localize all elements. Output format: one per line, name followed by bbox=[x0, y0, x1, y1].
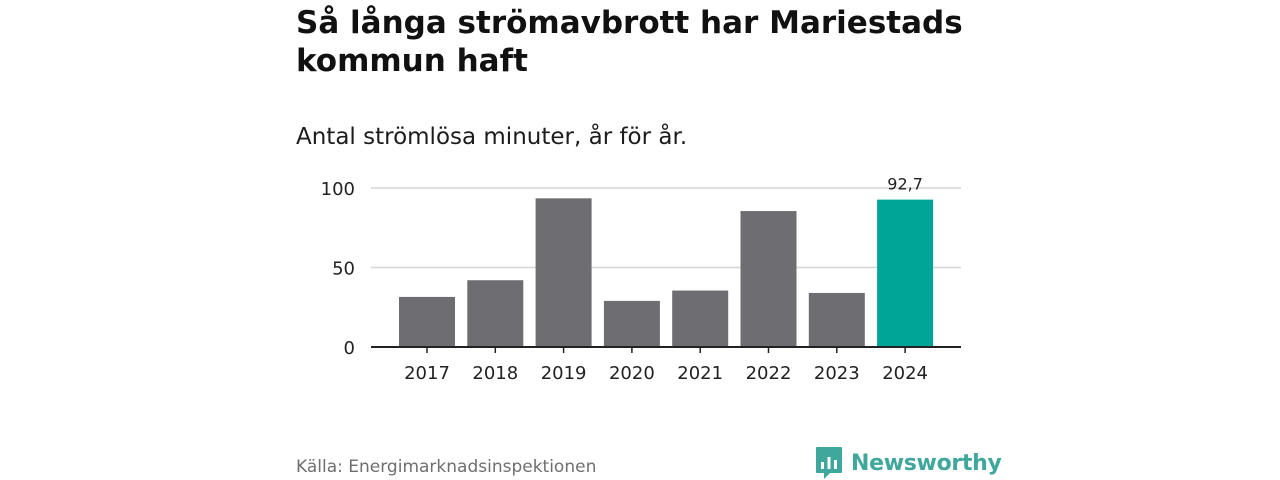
brand-name: Newsworthy bbox=[851, 450, 1002, 476]
x-tick-label: 2018 bbox=[472, 363, 518, 384]
data-label: 92,7 bbox=[887, 175, 923, 194]
y-tick-label: 100 bbox=[321, 179, 355, 200]
bar bbox=[535, 198, 592, 347]
bar bbox=[672, 290, 729, 347]
x-tick-label: 2017 bbox=[404, 363, 450, 384]
brand-logo: Newsworthy bbox=[815, 446, 1002, 480]
bar bbox=[399, 296, 455, 347]
chart-subtitle: Antal strömlösa minuter, år för år. bbox=[296, 124, 688, 150]
y-tick-label: 50 bbox=[332, 259, 355, 280]
x-tick-label: 2023 bbox=[814, 363, 860, 384]
bar bbox=[603, 300, 660, 347]
bar bbox=[877, 199, 934, 347]
x-tick-label: 2021 bbox=[677, 363, 723, 384]
bar bbox=[808, 292, 865, 347]
bar bbox=[740, 211, 797, 347]
bar bbox=[467, 280, 524, 347]
x-tick-label: 2020 bbox=[609, 363, 655, 384]
chart-title: Så långa strömavbrott har Mariestads kom… bbox=[296, 5, 963, 79]
x-tick-label: 2019 bbox=[541, 363, 587, 384]
y-tick-label: 0 bbox=[344, 338, 355, 359]
x-tick-label: 2024 bbox=[882, 363, 928, 384]
x-tick-label: 2022 bbox=[746, 363, 792, 384]
newsworthy-logo-icon bbox=[816, 447, 842, 479]
source-note: Källa: Energimarknadsinspektionen bbox=[296, 457, 597, 477]
